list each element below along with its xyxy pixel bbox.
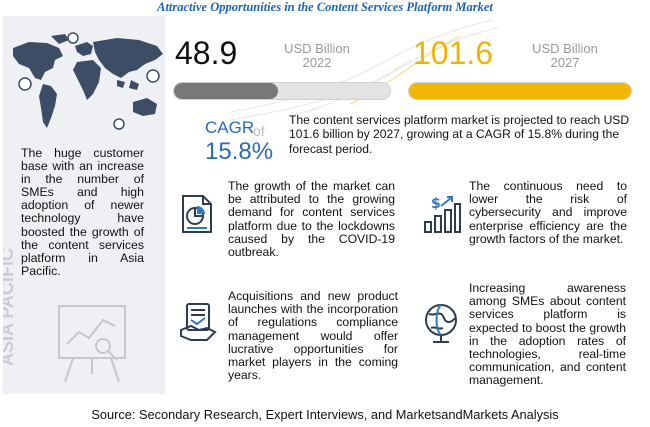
market-value-2022: 48.9 (175, 35, 238, 71)
asia-pacific-panel: The huge customer base with an increase … (3, 16, 165, 394)
asia-pacific-description: The huge customer base with an increase … (21, 146, 144, 278)
unit-2022-currency: USD Billion (284, 41, 350, 56)
progress-bar-2022-fill (174, 83, 278, 99)
svg-text:$: $ (431, 196, 441, 212)
world-map-icon (13, 32, 163, 130)
globe-icon (425, 304, 457, 343)
unit-2027: USD Billion 2027 (520, 42, 610, 70)
progress-bar-2027-fill (409, 83, 631, 99)
unit-2022: USD Billion 2022 (272, 42, 362, 70)
growth-fact-cybersecurity: The continuous need to lower the risk of… (469, 179, 627, 246)
progress-bar-2027 (408, 82, 632, 100)
opportunity-fact-smes: Increasing awareness among SMEs about co… (469, 281, 626, 388)
unit-2027-year: 2027 (550, 55, 580, 70)
source-note: Source: Secondary Research, Expert Inter… (91, 407, 559, 422)
unit-2027-currency: USD Billion (532, 41, 598, 56)
progress-bar-2022 (173, 82, 391, 100)
market-value-2027: 101.6 (413, 35, 494, 71)
cagr-value: 15.8% (205, 138, 274, 165)
opportunity-fact-acquisitions: Acquisitions and new product launches wi… (228, 289, 398, 383)
cagr-of: of (253, 123, 265, 139)
market-summary: The content services platform market is … (289, 113, 630, 156)
handshake-icon (180, 303, 217, 341)
analytics-board-icon (58, 305, 126, 383)
region-label: ASIA PACIFIC (3, 247, 17, 366)
unit-2022-year: 2022 (302, 55, 332, 70)
cagr-label: CAGR (205, 118, 255, 137)
dollar-growth-chart-icon: $ (424, 196, 461, 233)
document-chart-icon (182, 195, 212, 233)
page-title: Attractive Opportunities in the Content … (157, 0, 493, 14)
decorative-lines (230, 19, 499, 121)
growth-fact-covid: The growth of the market can be attribut… (228, 179, 395, 260)
